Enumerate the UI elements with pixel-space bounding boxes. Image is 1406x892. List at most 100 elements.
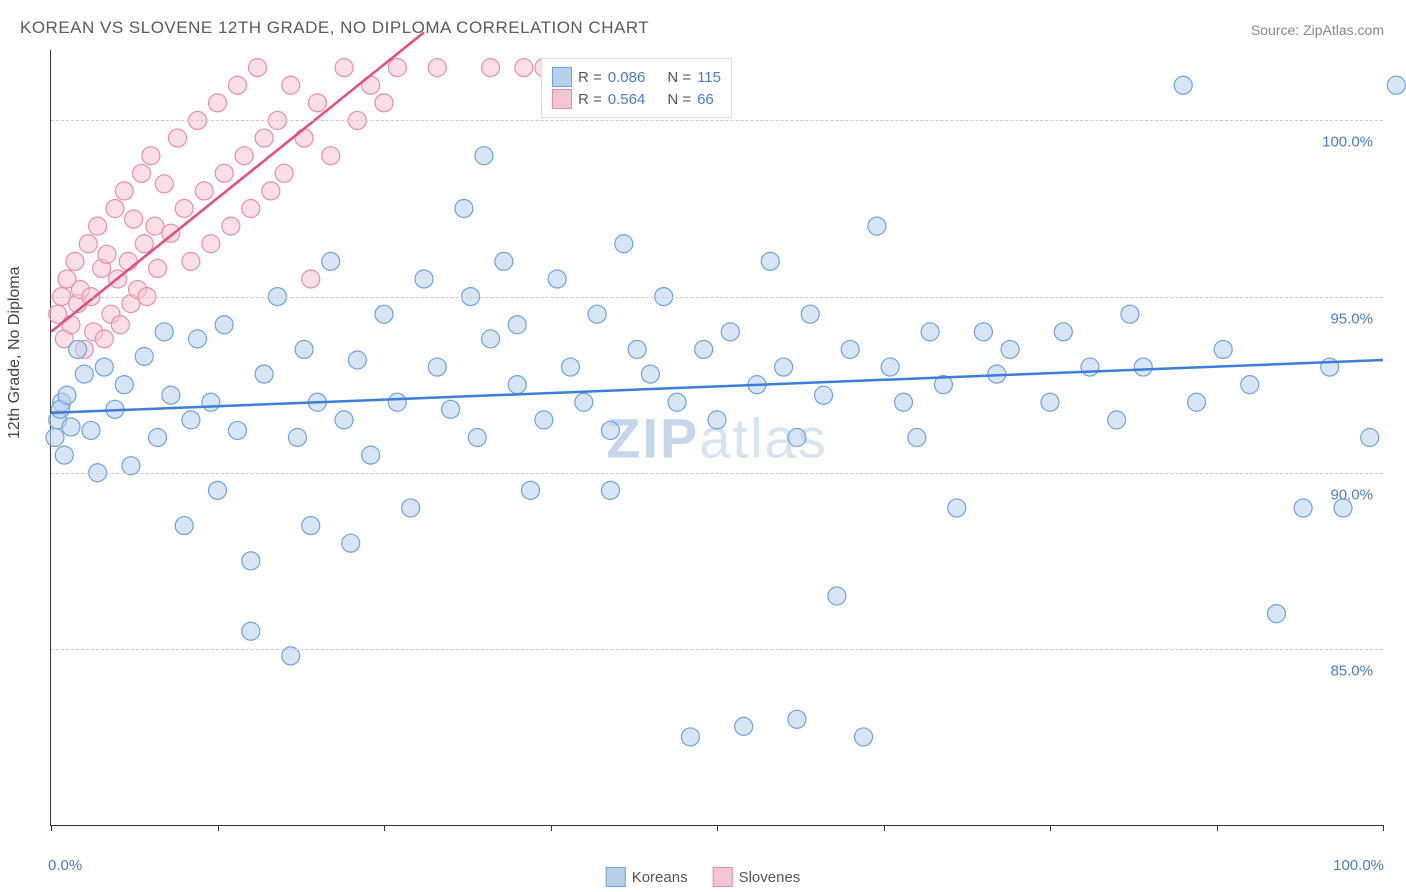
data-point <box>149 429 167 447</box>
data-point <box>262 182 280 200</box>
data-point <box>202 393 220 411</box>
data-point <box>522 481 540 499</box>
data-point <box>228 421 246 439</box>
data-point <box>868 217 886 235</box>
data-point <box>209 481 227 499</box>
data-point <box>442 400 460 418</box>
data-point <box>841 340 859 358</box>
data-point <box>495 252 513 270</box>
data-point <box>708 411 726 429</box>
n-value-slovenes: 66 <box>697 91 714 108</box>
data-point <box>735 717 753 735</box>
n-label: N = <box>667 69 691 86</box>
data-point <box>335 59 353 77</box>
data-point <box>348 351 366 369</box>
data-point <box>155 323 173 341</box>
stats-row-slovenes: R = 0.564 N = 66 <box>552 89 721 109</box>
data-point <box>1214 340 1232 358</box>
data-point <box>681 728 699 746</box>
data-point <box>175 200 193 218</box>
legend-item-koreans: Koreans <box>606 867 688 887</box>
data-point <box>482 330 500 348</box>
data-point <box>508 376 526 394</box>
data-point <box>133 164 151 182</box>
data-point <box>561 358 579 376</box>
trendline <box>51 360 1383 413</box>
data-point <box>628 340 646 358</box>
x-tick <box>1383 825 1384 831</box>
data-point <box>855 728 873 746</box>
r-value-slovenes: 0.564 <box>608 91 646 108</box>
stats-legend-box: R = 0.086 N = 115 R = 0.564 N = 66 <box>541 58 732 118</box>
data-point <box>62 316 80 334</box>
grid-line <box>51 120 1383 121</box>
data-point <box>475 147 493 165</box>
data-point <box>575 393 593 411</box>
data-point <box>182 411 200 429</box>
data-point <box>115 376 133 394</box>
data-point <box>146 217 164 235</box>
data-point <box>69 340 87 358</box>
data-point <box>222 217 240 235</box>
data-point <box>801 305 819 323</box>
r-value-koreans: 0.086 <box>608 69 646 86</box>
data-point <box>282 76 300 94</box>
data-point <box>1001 340 1019 358</box>
data-point <box>894 393 912 411</box>
legend-label-slovenes: Slovenes <box>739 869 801 886</box>
data-point <box>1294 499 1312 517</box>
data-point <box>242 622 260 640</box>
data-point <box>175 517 193 535</box>
data-point <box>119 252 137 270</box>
x-tick <box>551 825 552 831</box>
data-point <box>215 164 233 182</box>
y-tick-label: 100.0% <box>1322 134 1373 151</box>
data-point <box>322 147 340 165</box>
data-point <box>362 446 380 464</box>
data-point <box>402 499 420 517</box>
data-point <box>601 481 619 499</box>
data-point <box>235 147 253 165</box>
chart-title: KOREAN VS SLOVENE 12TH GRADE, NO DIPLOMA… <box>20 18 649 38</box>
data-point <box>111 316 129 334</box>
data-point <box>695 340 713 358</box>
data-point <box>322 252 340 270</box>
data-point <box>535 411 553 429</box>
data-point <box>308 94 326 112</box>
data-point <box>641 365 659 383</box>
legend-label-koreans: Koreans <box>632 869 688 886</box>
data-point <box>295 340 313 358</box>
data-point <box>209 94 227 112</box>
data-point <box>1188 393 1206 411</box>
data-point <box>162 386 180 404</box>
data-point <box>601 421 619 439</box>
x-tick <box>884 825 885 831</box>
data-point <box>55 446 73 464</box>
data-point <box>202 235 220 253</box>
data-point <box>255 129 273 147</box>
data-point <box>95 358 113 376</box>
data-point <box>169 129 187 147</box>
data-point <box>1387 76 1405 94</box>
x-tick <box>1217 825 1218 831</box>
data-point <box>548 270 566 288</box>
n-label: N = <box>667 91 691 108</box>
stats-row-koreans: R = 0.086 N = 115 <box>552 67 721 87</box>
data-point <box>95 330 113 348</box>
y-tick-label: 95.0% <box>1330 310 1373 327</box>
data-point <box>428 358 446 376</box>
x-tick <box>51 825 52 831</box>
data-point <box>1361 429 1379 447</box>
data-point <box>1108 411 1126 429</box>
data-point <box>908 429 926 447</box>
data-point <box>255 365 273 383</box>
legend-item-slovenes: Slovenes <box>713 867 801 887</box>
grid-line <box>51 649 1383 650</box>
data-point <box>974 323 992 341</box>
data-point <box>135 347 153 365</box>
data-point <box>189 330 207 348</box>
swatch-koreans-bottom <box>606 867 626 887</box>
data-point <box>1041 393 1059 411</box>
data-point <box>75 365 93 383</box>
data-point <box>228 76 246 94</box>
